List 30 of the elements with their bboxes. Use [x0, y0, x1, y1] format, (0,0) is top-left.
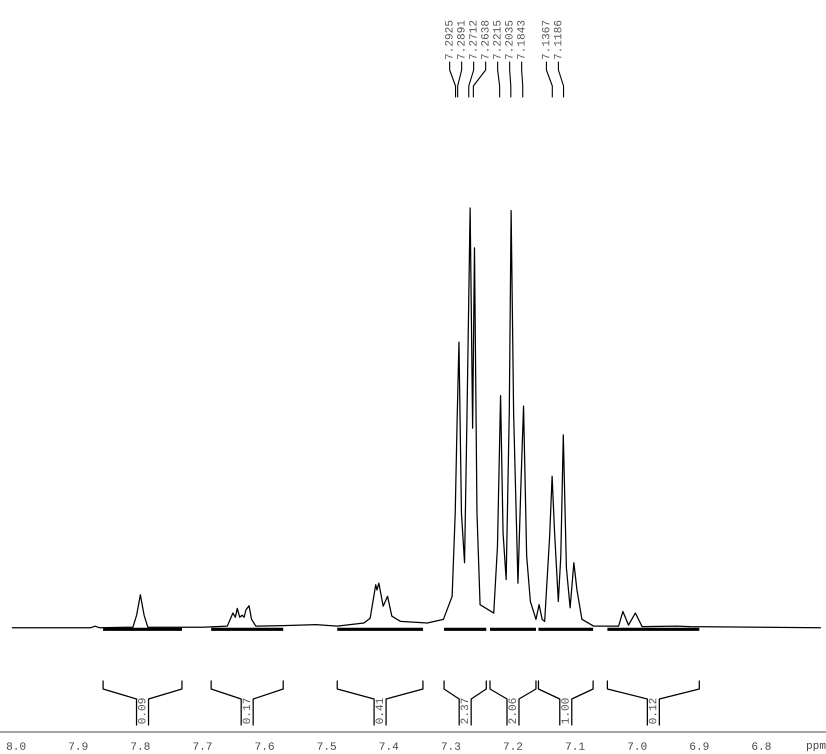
annotation: 7.1367 [542, 20, 550, 60]
annotation: 7.2891 [457, 20, 465, 60]
annotation: 2.06 [508, 698, 516, 724]
x-tick-label: 7.8 [131, 742, 150, 750]
annotation: 2.37 [460, 698, 468, 724]
annotation: 7.2925 [445, 20, 453, 60]
x-axis-title: ppm [806, 742, 826, 752]
annotation: 7.1843 [517, 20, 525, 60]
x-tick-label: 7.0 [628, 742, 647, 750]
annotation: 7.2035 [505, 20, 513, 60]
annotation: 0.17 [242, 698, 250, 724]
x-tick-label: 7.5 [318, 742, 336, 750]
x-tick-label: 7.6 [255, 742, 274, 750]
x-tick-label: 7.1 [566, 742, 585, 750]
annotation: 1.00 [561, 698, 569, 724]
x-tick-label: 7.9 [69, 742, 88, 750]
x-tick-label: 6.9 [690, 742, 709, 750]
x-tick-label: 6.8 [752, 742, 771, 750]
annotation: 0.41 [376, 698, 384, 724]
annotation: 7.1186 [554, 20, 562, 60]
annotation: 0.09 [138, 698, 146, 724]
annotation: 7.2215 [493, 20, 501, 60]
x-tick-label: 7.3 [442, 742, 460, 750]
annotation: 0.12 [648, 698, 656, 724]
x-tick-label: 7.7 [193, 742, 212, 750]
x-tick-label: 7.4 [380, 742, 398, 750]
x-tick-label: 7.2 [504, 742, 522, 750]
x-tick-label: 8.0 [6, 742, 26, 750]
annotation: 7.2712 [469, 20, 477, 60]
annotation: 7.2638 [481, 20, 489, 60]
